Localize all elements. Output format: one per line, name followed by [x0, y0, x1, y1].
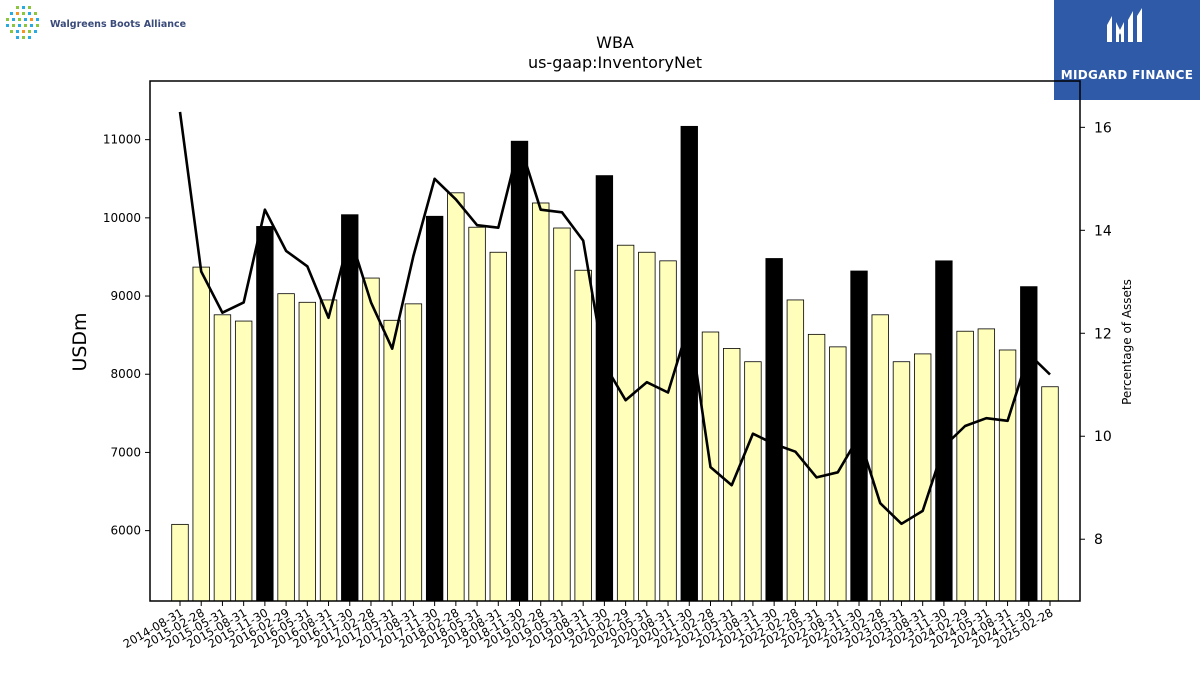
- percentage-of-assets-line: [178, 111, 1051, 526]
- bar-2015-02-28: [192, 266, 210, 602]
- bar-2021-11-30: [765, 258, 783, 602]
- bar-2022-05-31: [807, 333, 826, 602]
- bar-2024-08-31: [998, 349, 1017, 602]
- bar-2024-02-29: [956, 330, 974, 602]
- bar-2015-08-31: [234, 320, 253, 602]
- bar-2018-08-31: [489, 251, 507, 602]
- bar-2014-08-31: [171, 523, 189, 602]
- bar-2019-05-31: [553, 227, 571, 602]
- bar-2019-02-28: [532, 202, 550, 602]
- y-tick-label: 9000: [110, 289, 141, 303]
- y-tick-label: 11000: [103, 133, 141, 147]
- bar-2019-08-31: [574, 269, 592, 602]
- brand-name: MIDGARD FINANCE: [1060, 68, 1194, 82]
- bar-2024-05-31: [977, 328, 996, 602]
- y2-tick-label: 16: [1094, 120, 1112, 136]
- bar-2025-02-28: [1041, 386, 1059, 602]
- y-tick-label: 8000: [110, 367, 141, 381]
- y-tick-label: 7000: [110, 445, 141, 459]
- bar-2020-08-31: [659, 260, 677, 602]
- bar-2023-08-31: [914, 353, 932, 602]
- axes: 600070008000900010000110008101214162014-…: [103, 80, 1112, 651]
- bar-2021-08-31: [744, 361, 762, 602]
- chart-subtitle: us-gaap:InventoryNet: [528, 53, 702, 72]
- y2-tick-label: 10: [1094, 429, 1112, 445]
- bar-2015-11-30: [256, 226, 274, 602]
- bar-2018-11-30: [510, 140, 529, 602]
- company-logo-text: Walgreens Boots Alliance: [50, 19, 186, 30]
- logo-dot-pattern-icon: [6, 6, 39, 39]
- y-axis-label: USDm: [69, 312, 91, 371]
- bar-2020-05-31: [638, 251, 656, 602]
- bar-2016-08-31: [319, 299, 338, 602]
- bar-2023-05-31: [892, 361, 911, 602]
- midgard-logo-icon: [1107, 8, 1142, 42]
- line-series: [178, 111, 1051, 526]
- bar-2023-02-28: [871, 314, 889, 602]
- bar-2019-11-30: [595, 175, 614, 602]
- bar-2018-02-28: [447, 192, 465, 602]
- y2-axis-label: Percentage of Assets: [1120, 279, 1134, 405]
- bar-2018-05-31: [468, 226, 486, 602]
- midgard-finance-brand-box: MIDGARD FINANCE: [1054, 0, 1200, 100]
- bar-2017-08-31: [404, 303, 423, 602]
- bar-2024-11-30: [1020, 286, 1038, 602]
- bar-2016-05-31: [298, 301, 316, 602]
- y-tick-label: 6000: [110, 524, 141, 538]
- bar-2021-05-31: [723, 348, 741, 602]
- bar-2017-11-30: [425, 215, 444, 602]
- y2-tick-label: 8: [1094, 532, 1103, 548]
- plot-frame: [149, 80, 1081, 602]
- bar-2015-05-31: [213, 314, 232, 602]
- bar-2016-02-29: [277, 293, 295, 602]
- bar-2017-05-31: [383, 319, 401, 602]
- y2-tick-label: 12: [1094, 326, 1112, 342]
- bar-2017-02-28: [362, 277, 380, 602]
- bar-series: [171, 125, 1059, 602]
- y2-tick-label: 14: [1094, 223, 1112, 239]
- walgreens-boots-alliance-logo: Walgreens Boots Alliance: [6, 6, 186, 39]
- bar-2020-02-29: [616, 244, 635, 602]
- bar-2016-11-30: [341, 214, 359, 602]
- bar-2023-11-30: [935, 260, 953, 602]
- y-tick-label: 10000: [103, 211, 141, 225]
- chart-title: WBA: [596, 33, 634, 52]
